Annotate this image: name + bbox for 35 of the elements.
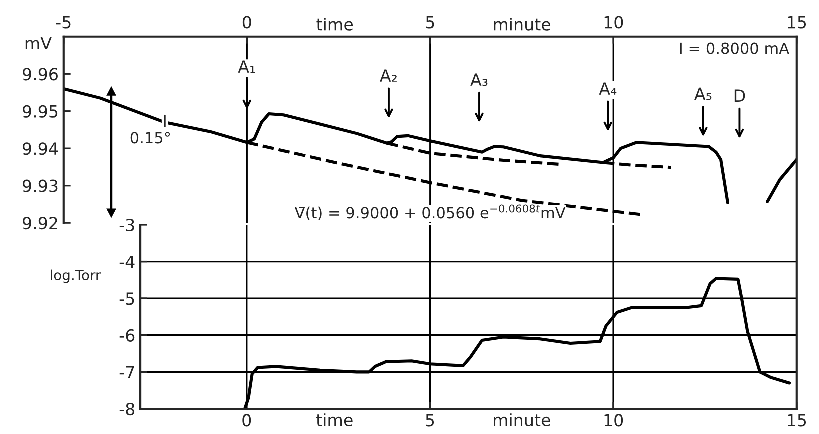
y-tick-label: -3 — [120, 218, 134, 232]
text: minute — [494, 414, 550, 427]
x-tick-label: -5 — [56, 16, 71, 29]
annotation: A₂ — [380, 70, 397, 82]
y-tick-label: -5 — [120, 292, 134, 306]
text: time — [316, 18, 354, 31]
annotation: 0.15° — [130, 132, 170, 144]
x-tick-label: 0 — [242, 414, 252, 427]
annotation: A₄ — [599, 82, 617, 95]
y-tick-label: 9.95 — [22, 105, 58, 118]
y-tick-label: -7 — [120, 366, 134, 379]
annotation: A₁ — [238, 60, 256, 73]
y-tick-label: -6 — [120, 329, 135, 342]
y-tick-label: 9.93 — [22, 180, 58, 192]
y-tick-label: 9.96 — [22, 68, 58, 81]
text: time — [316, 414, 353, 427]
y-tick-label: -8 — [120, 402, 135, 416]
x-tick-label: 5 — [426, 414, 434, 427]
annotation: A₅ — [694, 88, 712, 100]
y-axis-title: log.Torr — [51, 270, 102, 284]
x-tick-label: 15 — [788, 16, 806, 29]
x-tick-label: 15 — [788, 414, 806, 427]
y-tick-label: -4 — [120, 256, 135, 268]
text: minute — [494, 18, 551, 31]
x-tick-label: 0 — [242, 16, 252, 29]
x-tick-label: 10 — [604, 414, 624, 427]
annotation: V̄(t) = 9.9000 + 0.0560 e$^{−0.0608t}$mV — [294, 204, 566, 221]
y-tick-label: 9.94 — [22, 142, 58, 156]
annotation: A₃ — [470, 74, 488, 86]
y-axis-title: mV — [26, 37, 52, 50]
annotation: I = 0.8000 mA — [680, 42, 790, 54]
annotation: D — [734, 90, 746, 102]
x-tick-label: 5 — [426, 16, 434, 29]
y-tick-label: 9.92 — [22, 217, 58, 230]
x-tick-label: 10 — [604, 16, 624, 29]
